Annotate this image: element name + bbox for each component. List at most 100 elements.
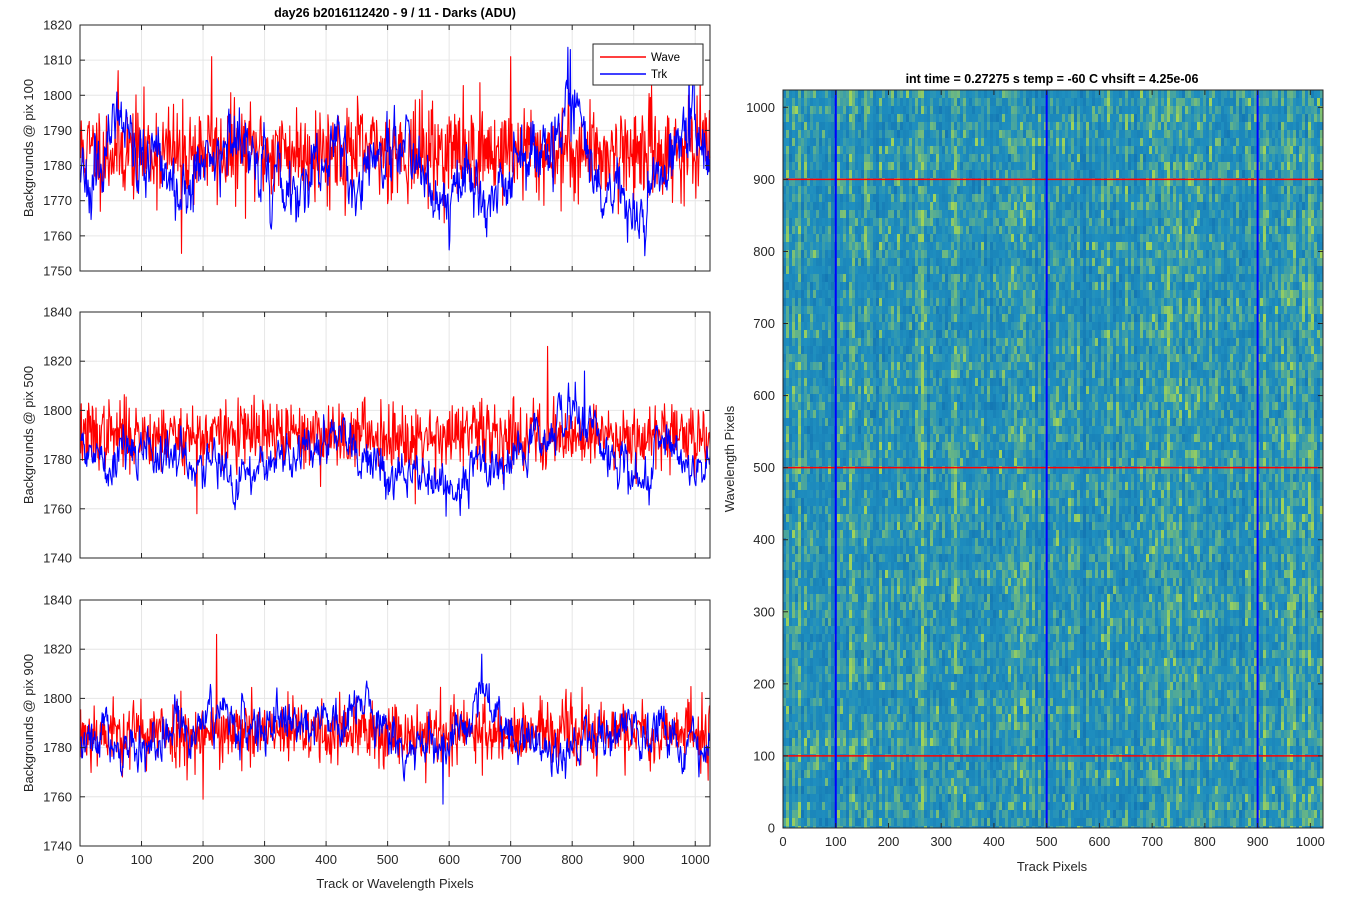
heatmap-cell <box>804 290 807 298</box>
heatmap-cell <box>915 290 918 298</box>
heatmap-cell <box>882 506 885 514</box>
heatmap-cell <box>870 762 873 770</box>
heatmap-cell <box>900 450 903 458</box>
heatmap-cell <box>909 362 912 370</box>
heatmap-cell <box>810 490 813 498</box>
heatmap-cell <box>855 242 858 250</box>
heatmap-cell <box>882 370 885 378</box>
heatmap-cell <box>804 450 807 458</box>
heatmap-cell <box>825 722 828 730</box>
heatmap-cell <box>801 122 804 130</box>
heatmap-cell <box>819 554 822 562</box>
heatmap-cell <box>798 506 801 514</box>
heatmap-cell <box>924 138 927 146</box>
heatmap-cell <box>894 554 897 562</box>
heatmap-cell <box>927 570 930 578</box>
heatmap-cell <box>810 170 813 178</box>
heatmap-cell <box>912 778 915 786</box>
heatmap-cell <box>837 274 840 282</box>
heatmap-cell <box>861 682 864 690</box>
heatmap-cell <box>786 442 789 450</box>
heatmap-cell <box>786 658 789 666</box>
heatmap-cell <box>813 786 816 794</box>
heatmap-cell <box>888 554 891 562</box>
heatmap-cell <box>915 90 918 98</box>
heatmap-cell <box>888 178 891 186</box>
heatmap-cell <box>867 698 870 706</box>
heatmap-cell <box>789 114 792 122</box>
heatmap-cell <box>903 690 906 698</box>
heatmap-cell <box>870 690 873 698</box>
heatmap-cell <box>894 458 897 466</box>
axes-box <box>79 24 711 272</box>
heatmap-cell <box>828 242 831 250</box>
heatmap-cell <box>783 674 786 682</box>
heatmap-cell <box>792 538 795 546</box>
heatmap-cell <box>837 722 840 730</box>
heatmap-cell <box>909 522 912 530</box>
heatmap-cell <box>858 650 861 658</box>
heatmap-cell <box>918 666 921 674</box>
heatmap-cell <box>828 666 831 674</box>
heatmap-cell <box>924 130 927 138</box>
heatmap-cell <box>876 586 879 594</box>
heatmap-cell <box>888 674 891 682</box>
heatmap-cell <box>879 258 882 266</box>
heatmap-cell <box>810 330 813 338</box>
heatmap-cell <box>891 250 894 258</box>
heatmap-cell <box>903 602 906 610</box>
heatmap-cell <box>855 482 858 490</box>
heatmap-cell <box>831 770 834 778</box>
heatmap-cell <box>801 458 804 466</box>
heatmap-cell <box>864 754 867 762</box>
heatmap-cell <box>852 586 855 594</box>
heatmap-cell <box>918 426 921 434</box>
heatmap-cell <box>840 794 843 802</box>
heatmap-cell <box>783 602 786 610</box>
heatmap-cell <box>888 234 891 242</box>
heatmap-cell <box>801 818 804 826</box>
axes-box <box>79 599 711 847</box>
heatmap-cell <box>873 98 876 106</box>
heatmap-cell <box>918 506 921 514</box>
heatmap-cell <box>918 274 921 282</box>
heatmap-cell <box>876 642 879 650</box>
heatmap-cell <box>801 754 804 762</box>
heatmap-cell <box>870 538 873 546</box>
heatmap-cell <box>861 650 864 658</box>
heatmap-cell <box>864 690 867 698</box>
heatmap-cell <box>828 258 831 266</box>
heatmap-cell <box>930 626 933 634</box>
heatmap-cell <box>864 826 867 828</box>
heatmap-cell <box>786 674 789 682</box>
heatmap-cell <box>855 586 858 594</box>
heatmap-cell <box>825 130 828 138</box>
heatmap-cell <box>888 514 891 522</box>
heatmap-cell <box>933 642 936 650</box>
heatmap-cell <box>882 442 885 450</box>
heatmap-cell <box>894 114 897 122</box>
heatmap-cell <box>879 674 882 682</box>
heatmap-cell <box>864 594 867 602</box>
heatmap-cell <box>927 618 930 626</box>
heatmap-cell <box>783 786 786 794</box>
heatmap-cell <box>882 714 885 722</box>
heatmap-cell <box>882 410 885 418</box>
heatmap-cell <box>927 642 930 650</box>
heatmap-cell <box>807 450 810 458</box>
heatmap-cell <box>909 618 912 626</box>
heatmap-cell <box>882 218 885 226</box>
heatmap-cell <box>921 274 924 282</box>
heatmap-cell <box>822 194 825 202</box>
heatmap-cell <box>822 546 825 554</box>
heatmap-cell <box>867 682 870 690</box>
heatmap-cell <box>867 642 870 650</box>
heatmap-cell <box>813 650 816 658</box>
heatmap-cell <box>933 242 936 250</box>
heatmap-cell <box>900 530 903 538</box>
heatmap-cell <box>855 386 858 394</box>
heatmap-cell <box>828 202 831 210</box>
heatmap-cell <box>897 786 900 794</box>
heatmap-cell <box>831 306 834 314</box>
